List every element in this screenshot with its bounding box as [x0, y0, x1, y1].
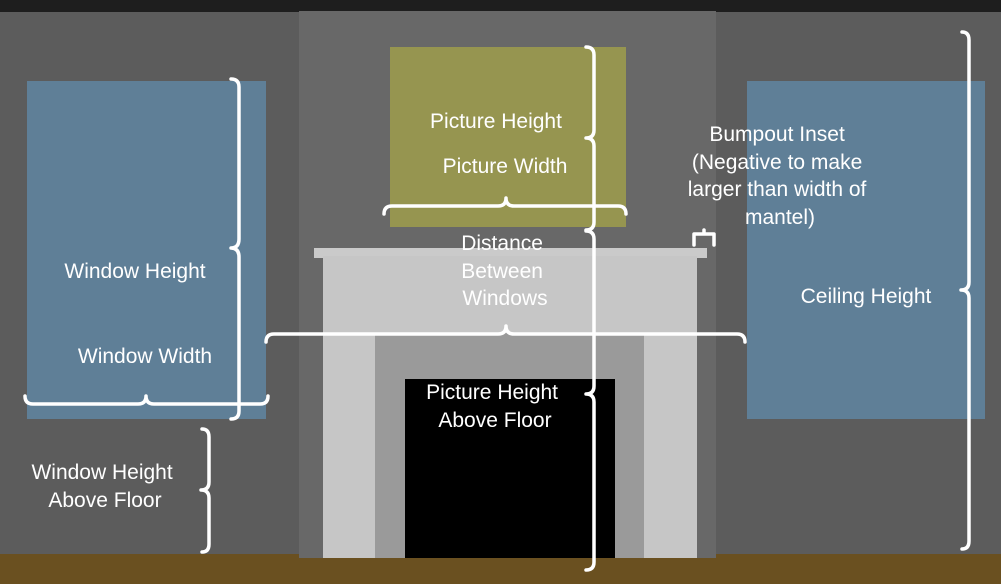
- picture-height-brace: [584, 45, 596, 232]
- bumpout-inset-brace: [692, 228, 716, 247]
- ceiling-height-label: Ceiling Height: [801, 285, 932, 308]
- bumpout-inset-line-1: Bumpout Inset: [709, 123, 845, 146]
- bumpout-inset-line-2: (Negative to make: [692, 151, 862, 174]
- distance-between-windows-brace: [264, 324, 747, 344]
- window-height-above-floor-line-1: Window Height: [31, 461, 172, 484]
- picture-height-above-floor-line-2: Above Floor: [438, 409, 551, 432]
- picture-width-brace: [382, 196, 628, 216]
- distance-between-windows-label: Distance Between Windows: [461, 232, 549, 310]
- ceiling-strip: [0, 0, 1001, 12]
- picture-height-label: Picture Height: [430, 110, 562, 133]
- window-height-above-floor-label: Window Height Above Floor: [31, 461, 178, 512]
- window-height-brace: [229, 77, 241, 421]
- picture-height-above-floor-brace: [584, 229, 596, 572]
- bumpout-inset-label: Bumpout Inset (Negative to make larger t…: [688, 123, 872, 229]
- left-window: [27, 81, 266, 419]
- window-height-label: Window Height: [64, 260, 205, 283]
- right-window: [747, 81, 985, 419]
- ceiling-height-brace: [959, 30, 971, 551]
- floor: [0, 554, 1001, 584]
- picture-width-label: Picture Width: [443, 155, 568, 178]
- distance-between-windows-line-2: Between: [461, 260, 543, 283]
- window-height-above-floor-brace: [199, 427, 211, 554]
- distance-between-windows-line-3: Windows: [462, 287, 547, 310]
- window-height-above-floor-line-2: Above Floor: [48, 489, 161, 512]
- window-width-brace: [23, 394, 270, 406]
- bumpout-inset-line-4: mantel): [745, 206, 815, 229]
- mantel-shelf: [314, 248, 707, 258]
- picture-height-above-floor-line-1: Picture Height: [426, 381, 558, 404]
- distance-between-windows-line-1: Distance: [461, 232, 543, 255]
- picture-height-above-floor-label: Picture Height Above Floor: [426, 381, 564, 432]
- window-width-label: Window Width: [78, 345, 212, 368]
- firebox: [405, 379, 615, 558]
- bumpout-inset-line-3: larger than width of: [688, 178, 867, 201]
